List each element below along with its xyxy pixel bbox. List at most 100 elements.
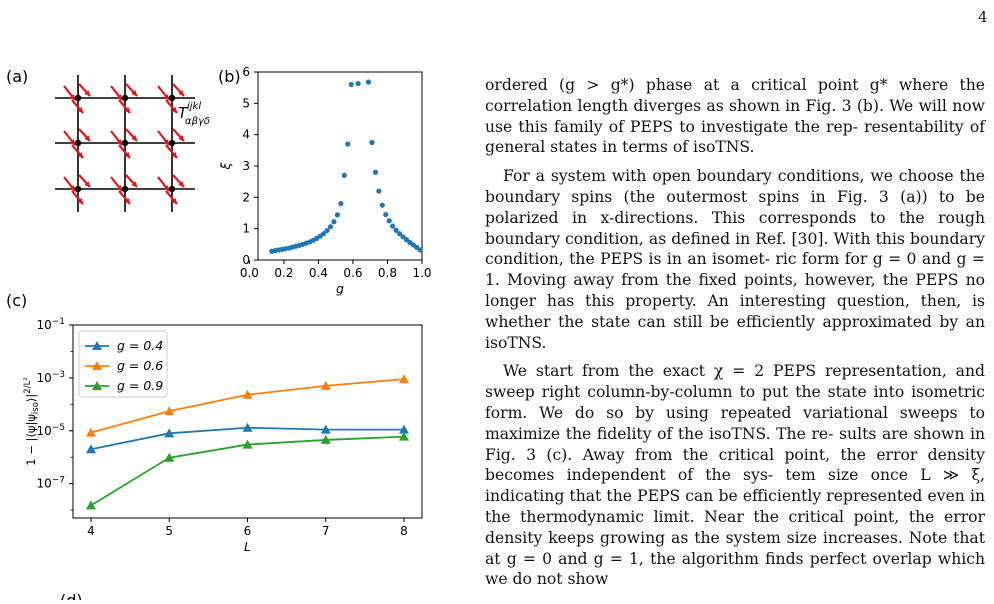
scatter-point	[379, 202, 385, 208]
correlation-length-chart: 0.0 0.2 0.4 0.6 0.8 1.0 0 1 2 3 4 5 6 g ξ	[218, 65, 432, 296]
series-marker	[242, 439, 253, 449]
x-tick-label: 0.2	[274, 266, 293, 280]
tensor-label: T	[178, 104, 189, 122]
tensor-node	[74, 185, 82, 193]
spin-arrowhead	[131, 181, 137, 187]
series-marker	[320, 434, 331, 444]
x-tick-label: 0.6	[343, 266, 362, 280]
tensor-node	[168, 139, 176, 147]
tensor-node	[121, 94, 129, 102]
tensor-node	[121, 139, 129, 147]
series-marker	[164, 428, 175, 438]
line: ordered (g > g*) phase at a critical poi…	[485, 76, 985, 94]
x-tick-label: 6	[244, 524, 252, 538]
y-tick-label: 10−5	[36, 423, 65, 438]
spin-arrowhead	[171, 107, 177, 113]
series-marker	[86, 444, 96, 454]
error-density-chart: 10−1 10−3 10−5 10−7 4 5 6 7 8 L 1 − |⟨ψ|ψiso⟩|2/L²…	[23, 317, 423, 554]
line: the algorithm finds perfect overlap whic…	[485, 549, 985, 589]
peps-lattice-diagram	[55, 75, 195, 212]
x-tick-label: 1.0	[412, 266, 431, 280]
x-tick-label: 5	[165, 524, 173, 538]
scatter-point	[348, 81, 354, 88]
line: sweeps to maximize the fidelity of the i…	[485, 403, 985, 443]
scatter-point	[403, 237, 410, 243]
legend-marker	[92, 381, 102, 390]
x-tick-label: 4	[87, 524, 95, 538]
panel-label-d: (d)	[60, 591, 83, 600]
line: still be efficiently approximated by an …	[485, 312, 985, 352]
line: correlation length diverges as shown in …	[485, 96, 914, 115]
spin-arrowhead	[84, 90, 90, 96]
scatter-point	[345, 141, 351, 147]
line: For a system with open boundary conditio…	[503, 167, 893, 186]
scatter-point	[331, 219, 337, 225]
tensor-superscript: ijkl	[187, 101, 201, 112]
spin-arrowhead	[131, 90, 137, 96]
line: ric form for g = 0 and g = 1. Moving awa…	[485, 250, 985, 290]
x-tick-label: 7	[322, 524, 330, 538]
legend-label: g = 0.4	[117, 338, 163, 353]
legend-box	[78, 330, 168, 398]
line: the system size increases. Note that at …	[485, 528, 985, 568]
x-tick-label: 0.0	[240, 266, 259, 280]
scatter-point	[324, 227, 330, 234]
series-marker	[164, 452, 175, 462]
spin-arrowhead	[124, 198, 130, 204]
tensor-node	[121, 185, 129, 193]
line: and sweep right column-by-column to put …	[485, 362, 985, 402]
tensor-T: T	[178, 104, 189, 122]
y-tick-label: 0	[242, 253, 250, 267]
tensor-subscript: αβγδ	[185, 116, 210, 127]
spin-arrowhead	[124, 107, 130, 113]
line: resentability of general states in terms…	[485, 117, 985, 157]
legend-label: g = 0.6	[117, 358, 163, 373]
scatter-point	[390, 223, 396, 229]
tensor-node	[74, 94, 82, 102]
line: will now use this family of PEPS to inve…	[485, 96, 985, 136]
panel-label-c: (c)	[6, 291, 27, 310]
x-axis-label: L	[244, 539, 251, 554]
scatter-point	[386, 218, 392, 224]
series-marker	[86, 427, 96, 437]
page-number: 4	[978, 8, 988, 26]
paragraph-2: For a system with open boundary conditio…	[485, 166, 985, 353]
spin-arrowhead	[69, 185, 75, 191]
scatter-point	[372, 169, 378, 175]
y-tick-label: 4	[242, 128, 250, 142]
panel-label-b: (b)	[218, 67, 241, 86]
scatter-point	[341, 172, 347, 178]
spin-arrowhead	[178, 181, 184, 187]
y-tick-label: 10−3	[36, 370, 65, 385]
line: Near the critical point, the error densi…	[485, 507, 985, 547]
paragraph-3: We start from the exact χ = 2 PEPS repre…	[485, 361, 985, 590]
y-tick-label: 1	[242, 222, 250, 236]
line: isometric form. We do so by using repeat…	[485, 383, 985, 422]
y-tick-label: 2	[242, 190, 250, 204]
line: We start from the exact χ = 2 PEPS repre…	[503, 362, 947, 381]
spin-arrowhead	[69, 139, 75, 145]
legend-label: g = 0.9	[117, 378, 163, 393]
scatter-point	[355, 80, 361, 87]
spin-arrowhead	[84, 135, 90, 141]
spin-arrowhead	[178, 90, 184, 96]
line: sults are shown in Fig. 3 (c). Away from…	[485, 424, 986, 464]
spin-arrowhead	[69, 94, 75, 100]
spin-arrowhead	[77, 152, 83, 158]
scatter-point	[400, 234, 406, 240]
x-tick-label: 0.4	[309, 266, 328, 280]
scatter-point	[327, 224, 334, 230]
spin-arrowhead	[163, 185, 169, 191]
tensor-node	[168, 185, 176, 193]
line: efficiently represented even in the ther…	[485, 487, 985, 526]
series-marker	[399, 374, 409, 384]
scatter-point	[365, 79, 372, 85]
series-marker	[399, 424, 409, 434]
series-marker	[242, 389, 253, 399]
line: points, however, the PEPS no longer has …	[485, 271, 985, 310]
scatter-point	[369, 139, 375, 146]
body-text-column: ordered (g > g*) phase at a critical poi…	[485, 75, 985, 590]
y-axis-label: 1 − |⟨ψ|ψiso⟩|2/L²	[23, 377, 41, 465]
spin-arrowhead	[77, 107, 83, 113]
scatter-point	[376, 188, 382, 194]
